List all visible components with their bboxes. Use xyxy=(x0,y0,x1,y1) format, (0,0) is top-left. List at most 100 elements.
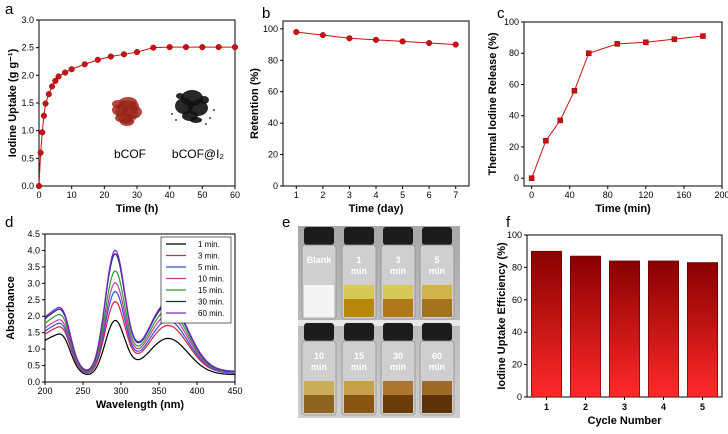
x-tick-label: 3 xyxy=(622,402,627,412)
x-tick-label: 1 xyxy=(294,190,299,200)
inset-powder-photos xyxy=(112,90,215,126)
legend: 1 min. 3 min. 5 min. 10 min. 15 min. 30 min. 6… xyxy=(160,236,232,324)
data-point xyxy=(45,91,52,98)
data-point xyxy=(426,39,433,47)
y-tick-label: 0.5 xyxy=(27,361,40,371)
vial-liquid xyxy=(422,381,452,395)
spectrum-line xyxy=(44,249,235,372)
bcof-i2-speck xyxy=(213,109,215,111)
panel-a-chart: 0 10 20 30 40 50 60 0.0 0.5 1.0 1.5 2.0 2.5 3.0 Time (… xyxy=(7,15,240,215)
y-tick-label: 3.5 xyxy=(27,262,40,272)
y-axis-label: Iodine Uptake (g g⁻¹) xyxy=(7,48,19,157)
legend-label: 30 min. xyxy=(198,298,224,307)
panel-label-a: a xyxy=(5,1,14,18)
data-point xyxy=(215,44,222,51)
plot-frame xyxy=(282,20,470,187)
vial-cap xyxy=(422,323,452,341)
y-axis-label: Iodine Uptake Efficiency (%) xyxy=(496,242,508,390)
data-point xyxy=(133,49,141,56)
data-point xyxy=(150,44,157,51)
x-tick-label: 4 xyxy=(661,402,666,412)
inset-label-bcof: bCOF xyxy=(114,147,146,161)
vial-label: 3 xyxy=(395,255,400,265)
data-point xyxy=(52,77,59,84)
x-tick-label: 40 xyxy=(165,190,175,200)
series-line xyxy=(531,35,704,179)
vial-label: 15 xyxy=(354,351,364,361)
vial-label: 30 xyxy=(393,351,403,361)
x-tick-label: 200 xyxy=(714,190,728,200)
data-point xyxy=(643,39,649,46)
bar xyxy=(530,250,563,398)
vial-liquid xyxy=(304,381,334,395)
x-tick-label: 50 xyxy=(197,190,207,200)
vial-cap xyxy=(422,227,452,245)
y-tick-label: 0.0 xyxy=(21,181,34,191)
vial-label: min xyxy=(390,266,406,276)
data-point xyxy=(166,44,173,51)
y-tick-label: 40 xyxy=(268,118,278,128)
vial-liquid-bottom xyxy=(304,395,334,413)
inset-label-bcof-i2: bCOF@I₂ xyxy=(172,147,225,161)
data-point xyxy=(346,35,353,42)
vial-cap xyxy=(304,323,334,341)
x-axis-label: Time (h) xyxy=(116,203,159,215)
y-tick-label: 80 xyxy=(268,55,278,65)
legend-label: 3 min. xyxy=(198,252,220,261)
x-tick-label: 2 xyxy=(583,402,588,412)
data-point xyxy=(557,117,563,124)
panel-b-chart: 1 2 3 4 5 6 7 0 20 40 60 80 100 Time (day) Retention (… xyxy=(249,20,470,215)
data-point xyxy=(68,66,75,73)
vial-label: Blank xyxy=(307,255,333,265)
data-point xyxy=(39,129,46,136)
bar xyxy=(569,255,602,398)
bcof-i2-speck xyxy=(205,123,207,125)
data-point xyxy=(372,36,380,43)
bcof-i2-powder xyxy=(176,93,184,99)
y-tick-label: 2.5 xyxy=(27,295,40,305)
vial-liquid-bottom xyxy=(422,395,452,413)
bcof-i2-speck xyxy=(175,119,177,121)
x-axis-label: Time (day) xyxy=(349,203,404,215)
vial-liquid xyxy=(383,285,413,299)
data-point xyxy=(585,50,592,56)
y-tick-label: 40 xyxy=(512,327,522,337)
data-point xyxy=(543,137,549,144)
vial-liquid-bottom xyxy=(344,395,374,413)
vial-liquid-bottom xyxy=(344,299,374,317)
y-tick-label: 0.5 xyxy=(21,153,34,163)
data-point xyxy=(40,112,47,119)
x-tick-label: 30 xyxy=(132,190,142,200)
vial-label: min xyxy=(429,362,445,372)
vial-liquid xyxy=(344,285,374,299)
vial-label: min xyxy=(429,266,445,276)
vial-liquid-bottom xyxy=(383,395,413,413)
vial-liquid xyxy=(422,285,452,299)
bcof-i2-speck xyxy=(171,113,173,115)
data-point xyxy=(452,41,459,48)
data-point xyxy=(528,175,535,181)
vial-liquid xyxy=(383,381,413,395)
x-tick-label: 300 xyxy=(113,386,128,396)
panel-label-f: f xyxy=(506,214,511,231)
spectrum-line xyxy=(44,319,236,376)
bcof-i2-speck xyxy=(209,117,211,119)
vial-liquid-bottom xyxy=(422,299,452,317)
vial-cap xyxy=(344,227,374,245)
data-point xyxy=(231,44,239,51)
legend-label: 60 min. xyxy=(198,309,224,318)
y-tick-label: 3.0 xyxy=(21,15,34,25)
y-tick-label: 1.0 xyxy=(27,344,40,354)
y-tick-label: 2.0 xyxy=(21,70,34,80)
y-tick-label: 40 xyxy=(509,111,519,121)
x-axis-label: Wavelength (nm) xyxy=(96,399,185,411)
vial-cap xyxy=(344,323,374,341)
y-tick-label: 100 xyxy=(507,230,522,240)
x-tick-label: 2 xyxy=(320,190,325,200)
